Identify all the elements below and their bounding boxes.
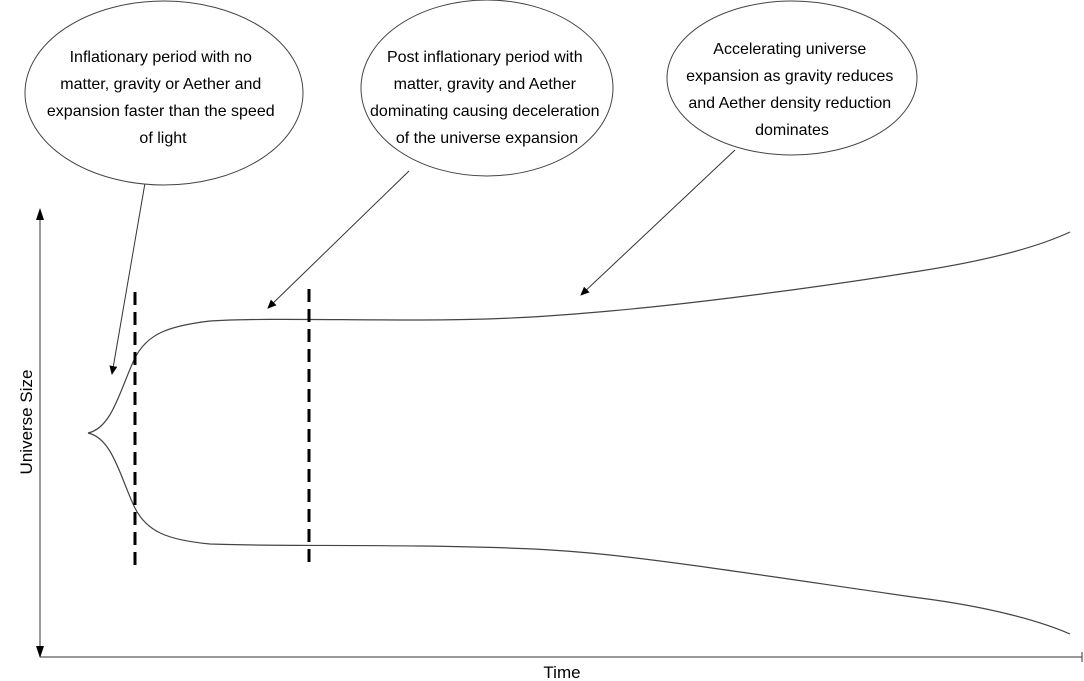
inflationary-callout-bubble: [24, 0, 304, 186]
accelerating-line-3: and Aether density reduction: [688, 95, 891, 112]
upper-size-curve: [87, 231, 1071, 434]
post-inflationary-line-1: Post inflationary period with: [387, 49, 583, 66]
post-inflationary-callout-text: Post inflationary period with matter, gr…: [370, 49, 604, 147]
post-inflationary-line-3: dominating causing deceleration: [370, 103, 599, 120]
accelerating-line-2: expansion as gravity reduces: [686, 68, 893, 85]
inflationary-line-1: Inflationary period with no: [70, 49, 252, 66]
post-inflationary-callout-bubble: [360, 0, 614, 177]
inflationary-callout-text: Inflationary period with no matter, grav…: [47, 49, 279, 147]
y-axis-arrow-up: [36, 208, 44, 220]
inflationary-line-2: matter, gravity or Aether and: [60, 76, 261, 93]
accelerating-line-1: Accelerating universe: [713, 41, 866, 58]
inflationary-line-4: of light: [139, 130, 187, 147]
accelerating-callout-text: Accelerating universe expansion as gravi…: [686, 41, 898, 139]
y-axis-label: Universe Size: [17, 370, 36, 475]
y-axis-arrow-down: [36, 646, 44, 658]
post-inflationary-line-2: matter, gravity and Aether: [394, 76, 577, 93]
accelerating-line-4: dominates: [755, 122, 829, 139]
accelerating-callout-bubble: [666, 0, 918, 156]
inflationary-line-3: expansion faster than the speed: [47, 103, 275, 120]
x-axis-label: Time: [543, 663, 580, 681]
accelerating-pointer: [580, 149, 736, 296]
post-inflationary-pointer: [267, 170, 410, 309]
inflationary-pointer: [109, 182, 146, 375]
post-inflationary-line-4: of the universe expansion: [396, 130, 578, 147]
lower-size-curve: [87, 432, 1071, 635]
